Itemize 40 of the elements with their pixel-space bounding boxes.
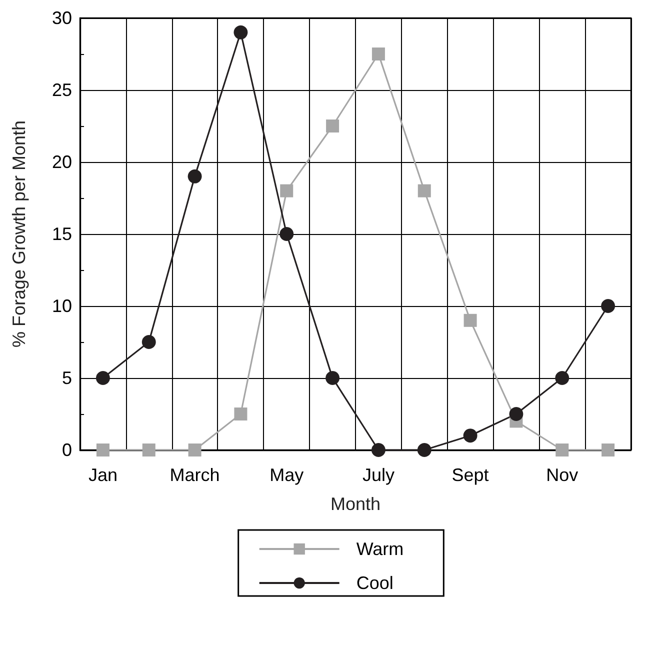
point: [464, 314, 477, 327]
x-tick-label: July: [362, 465, 394, 485]
y-tick-label: 25: [52, 80, 72, 100]
y-tick-label: 15: [52, 224, 72, 244]
x-tick-label: May: [270, 465, 304, 485]
legend-label: Cool: [356, 573, 394, 593]
point: [509, 407, 524, 421]
point: [96, 444, 110, 456]
legend-label: Warm: [356, 539, 404, 559]
point: [234, 25, 248, 40]
point: [463, 428, 478, 443]
point: [602, 444, 615, 456]
point: [326, 371, 340, 385]
point: [556, 444, 569, 456]
point: [188, 169, 202, 184]
point: [417, 443, 432, 457]
y-tick-label: 20: [52, 152, 72, 172]
y-tick-label: 10: [52, 296, 72, 316]
y-tick-label: 30: [52, 8, 72, 28]
x-tick-label: Sept: [452, 465, 489, 485]
point: [188, 444, 202, 456]
point: [601, 299, 616, 313]
point: [142, 335, 156, 349]
x-tick-label: Nov: [546, 465, 578, 485]
x-axis-title: Month: [330, 494, 381, 514]
y-tick-label: 0: [62, 440, 72, 460]
x-tick-label: March: [170, 465, 220, 485]
point: [372, 48, 385, 60]
y-axis-title: % Forage Growth per Month: [9, 120, 29, 348]
point: [234, 408, 248, 420]
y-tick-label: 5: [62, 368, 72, 388]
point: [280, 227, 294, 241]
x-tick-label: Jan: [88, 465, 118, 485]
point: [326, 120, 340, 132]
point: [371, 443, 386, 457]
point: [418, 184, 431, 198]
point: [280, 184, 294, 198]
point: [96, 371, 110, 385]
point: [555, 371, 570, 385]
point: [142, 444, 156, 456]
